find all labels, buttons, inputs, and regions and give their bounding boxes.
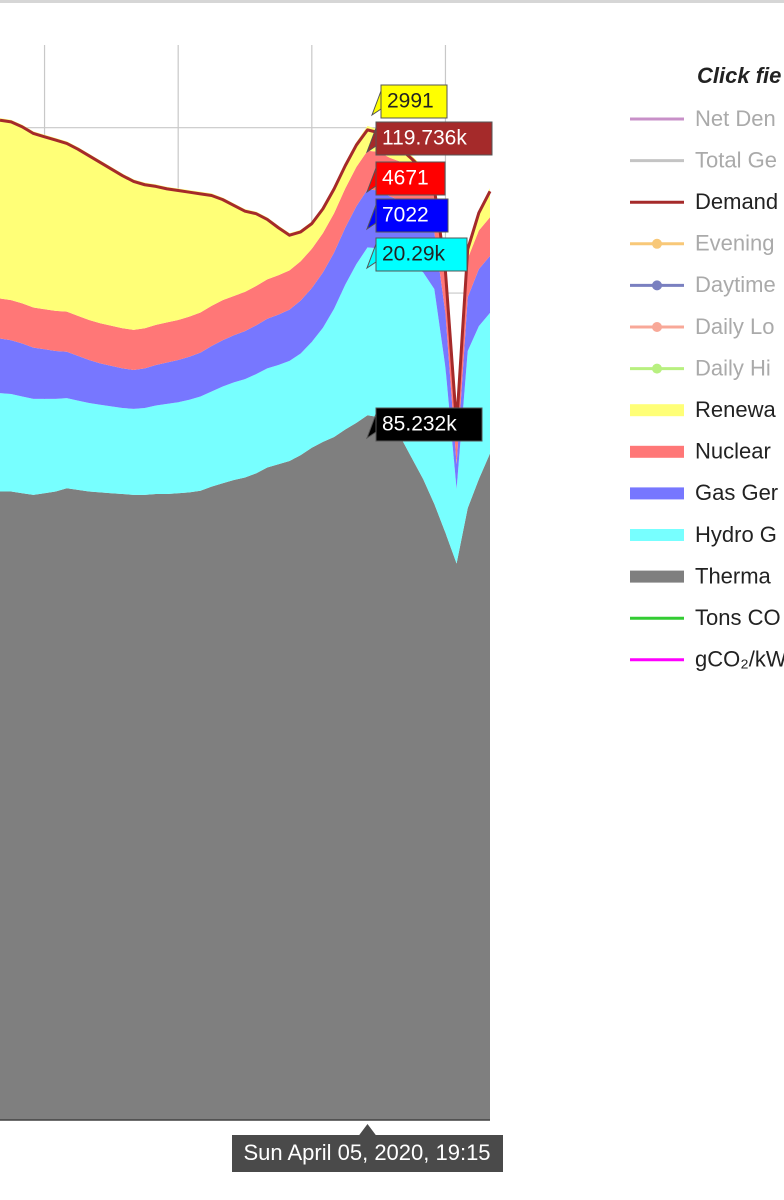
tooltip-pointer [370, 90, 382, 117]
legend-swatch [630, 487, 684, 500]
legend-label: Daily Lo [695, 314, 774, 339]
tooltip-value: 119.736k [382, 127, 467, 150]
legend-swatch [630, 570, 684, 583]
legend-marker [652, 280, 662, 291]
legend-item[interactable]: Gas Ger [630, 480, 778, 505]
tooltip-box [232, 1135, 503, 1172]
legend-marker [652, 322, 662, 332]
legend-item[interactable]: Daily Lo [630, 314, 774, 339]
legend-item[interactable]: Nuclear [630, 439, 771, 464]
area [0, 118, 490, 426]
legend-item[interactable]: Tons CO [630, 605, 781, 630]
area [0, 150, 490, 465]
tooltip-pointer [358, 1124, 377, 1136]
legend-label: Daytime [695, 272, 776, 297]
legend-swatch [630, 445, 684, 458]
legend-item[interactable]: Hydro G [630, 522, 777, 547]
legend-marker [652, 238, 662, 249]
plot-area [0, 118, 492, 1121]
legend-item[interactable]: Daytime [630, 272, 776, 297]
legend-label: Evening [695, 231, 775, 256]
legend-swatch [630, 529, 684, 541]
legend-marker [652, 363, 662, 374]
tooltip-box [375, 161, 446, 196]
tooltip-box [375, 198, 449, 233]
legend-item[interactable]: Therma [630, 563, 772, 588]
legend: Net Den Total Ge Demand Evening Daytime Daily… [630, 106, 784, 672]
legend-label: Demand [695, 189, 778, 214]
legend-item[interactable]: Total Ge [630, 147, 777, 172]
tooltip-box [375, 407, 483, 442]
tooltip-box [380, 84, 448, 119]
area [0, 189, 490, 490]
line [0, 118, 492, 427]
legend-item[interactable]: Evening [630, 231, 775, 256]
legend-label: Therma [695, 563, 772, 588]
legend-label: Hydro G [695, 522, 777, 547]
legend-item[interactable]: Daily Hi [630, 355, 771, 380]
tooltip-title: Sun April 05, 2020, 19:15 [243, 1140, 490, 1165]
legend-label: Daily Hi [695, 355, 771, 380]
legend-item[interactable]: Renewa [630, 397, 776, 422]
area [0, 415, 490, 1121]
tooltip: 2991 119.736k 4671 7022 20.29k 85.232k Sun Apr… [232, 84, 503, 1172]
legend-label: Tons CO [695, 605, 781, 630]
tooltip-value: 85.232k [382, 413, 457, 436]
legend-item[interactable]: gCO₂/kW [630, 647, 784, 672]
legend-label: Total Ge [695, 147, 777, 172]
legend-label: Renewa [695, 397, 776, 422]
tooltip-box [375, 237, 468, 272]
tooltip-value: 20.29k [382, 243, 446, 266]
top-border [0, 0, 784, 3]
tooltip-value: 7022 [382, 204, 429, 227]
legend-label: Nuclear [695, 439, 771, 464]
tooltip-value: 2991 [387, 90, 434, 113]
legend-item[interactable]: Demand [630, 189, 778, 214]
legend-label: Gas Ger [695, 480, 778, 505]
tooltip-value: 4671 [382, 167, 429, 190]
legend-swatch [630, 404, 684, 417]
tooltip-box [375, 121, 493, 156]
area [0, 247, 490, 564]
legend-item[interactable]: Net Den [630, 106, 776, 131]
legend-label: gCO₂/kW [695, 647, 784, 672]
legend-title: Click fie [697, 63, 781, 88]
legend-label: Net Den [695, 106, 776, 131]
